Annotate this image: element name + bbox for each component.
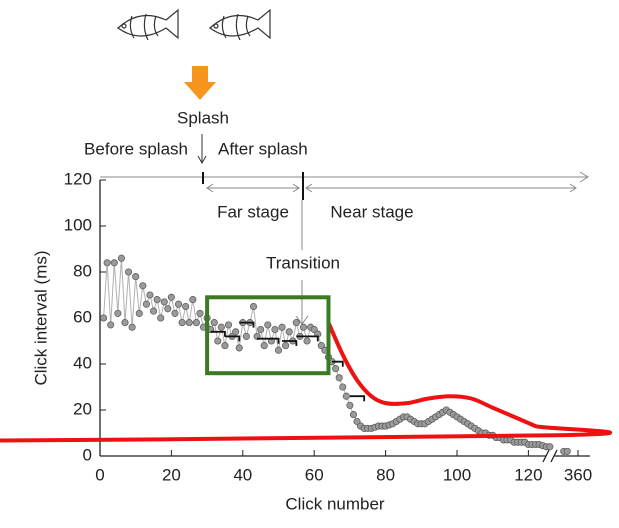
transition-label: Transition — [266, 253, 340, 272]
data-point — [178, 319, 186, 327]
data-point — [128, 323, 136, 331]
data-point — [214, 337, 222, 345]
data-point — [292, 319, 300, 327]
splash-arrow — [184, 66, 216, 100]
step-mean — [296, 335, 319, 342]
data-point — [257, 325, 265, 334]
data-point — [299, 323, 308, 331]
step-mean — [224, 335, 241, 342]
x-axis-label: Click number — [285, 494, 385, 513]
data-point — [342, 392, 350, 400]
step-mean — [349, 395, 366, 402]
data-point — [189, 296, 197, 304]
x-tick-label: 80 — [376, 465, 395, 484]
after-label: After splash — [218, 139, 308, 158]
data-point — [332, 365, 340, 373]
data-point — [196, 309, 204, 317]
data-point — [150, 307, 158, 315]
data-point — [546, 443, 554, 451]
data-point — [303, 337, 311, 345]
x-tick-label: 40 — [233, 465, 252, 484]
splash-pointer — [197, 134, 207, 165]
y-tick-label: 80 — [73, 261, 92, 280]
data-point — [264, 321, 272, 329]
after-range — [100, 171, 589, 183]
stage-ranges — [206, 183, 577, 193]
data-point — [164, 305, 172, 313]
data-point — [121, 319, 129, 327]
data-point — [224, 321, 233, 329]
data-point — [117, 254, 125, 262]
data-point — [125, 268, 133, 276]
y-tick-label: 100 — [64, 215, 92, 234]
data-point — [142, 300, 150, 308]
data-point — [153, 296, 161, 304]
data-point — [132, 273, 140, 281]
data-point — [217, 323, 225, 331]
data-point — [185, 319, 193, 327]
data-point — [192, 319, 200, 327]
data-point — [242, 332, 250, 340]
data-point — [157, 314, 165, 322]
data-point — [339, 383, 347, 391]
y-tick-label: 120 — [64, 169, 92, 188]
data-point — [278, 323, 286, 331]
near-label: Near stage — [330, 202, 413, 221]
x-tick-label: 60 — [305, 465, 324, 484]
x-tick-label: 360 — [564, 465, 592, 484]
data-point — [310, 325, 318, 334]
data-point — [103, 259, 111, 267]
data-point — [110, 259, 118, 267]
axis-break — [542, 449, 558, 463]
data-point — [174, 300, 183, 308]
data-point — [346, 401, 354, 409]
data-point — [232, 328, 240, 336]
data-point — [271, 325, 279, 334]
data-point — [135, 309, 143, 317]
data-point — [235, 344, 243, 352]
fish-icons — [117, 8, 271, 41]
data-point — [221, 342, 229, 350]
y-axis-label: Click interval (ms) — [31, 250, 50, 385]
data-point — [249, 302, 258, 311]
data-point — [160, 298, 168, 306]
highlight-box — [205, 295, 331, 376]
x-tick-label: 20 — [162, 465, 181, 484]
data-point — [107, 321, 115, 329]
data-point — [349, 411, 358, 419]
data-point — [335, 374, 343, 382]
data-point — [146, 291, 154, 299]
data-point — [274, 346, 283, 354]
data-point — [210, 319, 218, 327]
data-point — [282, 342, 290, 350]
splash-label: Splash — [177, 108, 229, 127]
data-point — [317, 342, 325, 350]
data-point — [167, 293, 175, 301]
data-point — [260, 342, 268, 350]
far-label: Far stage — [217, 202, 289, 221]
step-mean — [332, 360, 344, 367]
before-label: Before splash — [84, 139, 188, 158]
data-point — [353, 417, 361, 426]
data-point — [171, 309, 179, 317]
x-tick-label: 120 — [514, 465, 542, 484]
data-point — [285, 328, 293, 336]
data-point — [182, 302, 190, 311]
step-mean — [239, 321, 255, 328]
step-mean — [210, 330, 226, 337]
step-mean — [257, 337, 280, 344]
y-tick-label: 0 — [83, 445, 92, 464]
data-point — [100, 314, 108, 322]
data-point — [139, 282, 147, 290]
data-point — [563, 447, 571, 455]
y-tick-label: 60 — [73, 307, 92, 326]
step-mean — [282, 340, 298, 346]
trend-curve — [0, 320, 613, 443]
x-tick-label: 100 — [443, 465, 471, 484]
y-tick-label: 40 — [73, 353, 92, 372]
y-tick-label: 20 — [73, 399, 92, 418]
x-tick-label: 0 — [95, 465, 104, 484]
data-point — [114, 309, 122, 317]
